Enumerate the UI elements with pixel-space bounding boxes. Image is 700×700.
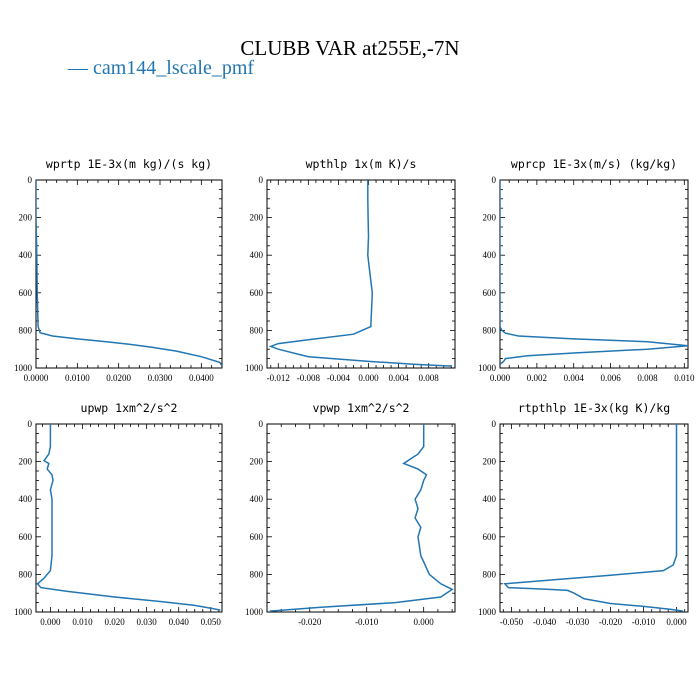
y-tick-label: 800 bbox=[483, 325, 497, 335]
panel-title: wprcp 1E-3x(m/s) (kg/kg) bbox=[511, 157, 677, 171]
x-tick-label: -0.030 bbox=[566, 617, 590, 627]
panel-5: vpwp 1xm^2/s^2 0 200 400 600 800 1000 -0.020 -0.… bbox=[245, 401, 456, 627]
x-tick-label: 0.020 bbox=[104, 617, 125, 627]
panel-4: upwp 1xm^2/s^2 0 200 400 600 800 1000 0.000 0.01… bbox=[14, 401, 223, 627]
legend-entry: — cam144_lscale_pmf bbox=[68, 57, 254, 80]
x-tick-label: -0.004 bbox=[327, 373, 351, 383]
y-tick-label: 200 bbox=[19, 213, 33, 223]
y-tick-label: 400 bbox=[483, 494, 497, 504]
x-tick-label: -0.050 bbox=[500, 617, 524, 627]
x-tick-label: 0.006 bbox=[600, 373, 621, 383]
y-tick-label: 600 bbox=[483, 532, 497, 542]
x-tick-label: 0.0400 bbox=[189, 373, 214, 383]
y-tick-label: 600 bbox=[250, 532, 264, 542]
plot-frame bbox=[266, 179, 456, 369]
panel-title: vpwp 1xm^2/s^2 bbox=[313, 401, 410, 415]
panel-1: wprtp 1E-3x(m kg)/(s kg) 0 200 400 600 800 100… bbox=[14, 157, 223, 383]
x-tick-label: 0.000 bbox=[414, 617, 435, 627]
legend-label: cam144_lscale_pmf bbox=[93, 57, 255, 79]
plot-frame bbox=[35, 179, 223, 369]
y-tick-label: 400 bbox=[19, 250, 33, 260]
y-tick-label: 200 bbox=[250, 213, 264, 223]
y-tick-label: 600 bbox=[19, 532, 33, 542]
panel-6: rtpthlp 1E-3x(kg K)/kg02004006008001000-… bbox=[478, 401, 689, 627]
x-tick-label: 0.0100 bbox=[65, 373, 90, 383]
y-tick-label: 0 bbox=[492, 419, 497, 429]
x-tick-label: 0.008 bbox=[419, 373, 440, 383]
series-line bbox=[503, 424, 684, 612]
x-tick-label: 0.040 bbox=[169, 617, 190, 627]
x-tick-label: -0.020 bbox=[599, 617, 623, 627]
y-tick-label: 600 bbox=[250, 288, 264, 298]
x-tick-label: 0.000 bbox=[358, 373, 379, 383]
x-tick-label: 0.002 bbox=[527, 373, 547, 383]
x-tick-label: -0.010 bbox=[355, 617, 379, 627]
series-line bbox=[269, 424, 454, 612]
y-tick-label: 800 bbox=[19, 325, 33, 335]
y-tick-label: 1000 bbox=[245, 607, 264, 617]
series-line bbox=[500, 180, 688, 365]
y-tick-label: 200 bbox=[483, 457, 497, 467]
x-tick-label: 0.010 bbox=[72, 617, 93, 627]
x-tick-label: 0.000 bbox=[40, 617, 61, 627]
x-tick-label: 0.008 bbox=[637, 373, 658, 383]
y-tick-label: 200 bbox=[19, 457, 33, 467]
panel-2: wpthlp 1x(m K)/s02004006008001000-0.012-… bbox=[245, 157, 456, 383]
plot-frame bbox=[499, 423, 689, 613]
y-tick-label: 400 bbox=[250, 250, 264, 260]
y-tick-label: 0 bbox=[259, 419, 264, 429]
y-tick-label: 0 bbox=[492, 175, 497, 185]
y-tick-label: 400 bbox=[19, 494, 33, 504]
y-tick-label: 800 bbox=[250, 325, 264, 335]
x-tick-label: 0.000 bbox=[490, 373, 511, 383]
x-tick-label: 0.030 bbox=[137, 617, 158, 627]
y-tick-label: 600 bbox=[483, 288, 497, 298]
panel-3: wprcp 1E-3x(m/s) (kg/kg) 0 200 400 600 800 100… bbox=[478, 157, 695, 383]
plot-frame bbox=[35, 423, 223, 613]
panel-title: wpthlp 1x(m K)/s bbox=[306, 157, 417, 171]
series-line bbox=[268, 180, 452, 367]
y-tick-label: 800 bbox=[19, 569, 33, 579]
y-tick-label: 400 bbox=[250, 494, 264, 504]
x-tick-label: -0.012 bbox=[267, 373, 290, 383]
x-tick-label: 0.0200 bbox=[106, 373, 131, 383]
y-tick-label: 200 bbox=[250, 457, 264, 467]
series-line bbox=[36, 180, 222, 367]
y-tick-label: 1000 bbox=[478, 607, 497, 617]
y-tick-label: 800 bbox=[250, 569, 264, 579]
x-tick-label: 0.0000 bbox=[24, 373, 49, 383]
y-tick-label: 0 bbox=[28, 419, 33, 429]
y-tick-label: 0 bbox=[259, 175, 264, 185]
y-tick-label: 400 bbox=[483, 250, 497, 260]
x-tick-label: 0.000 bbox=[666, 617, 687, 627]
y-tick-label: 800 bbox=[483, 569, 497, 579]
x-tick-label: 0.004 bbox=[388, 373, 409, 383]
panel-title: wprtp 1E-3x(m kg)/(s kg) bbox=[46, 157, 212, 171]
y-tick-label: 200 bbox=[483, 213, 497, 223]
series-line bbox=[36, 424, 221, 611]
plot-frame bbox=[266, 423, 456, 613]
y-tick-label: 1000 bbox=[14, 363, 33, 373]
x-tick-label: -0.040 bbox=[533, 617, 557, 627]
y-tick-label: 1000 bbox=[245, 363, 264, 373]
y-tick-label: 600 bbox=[19, 288, 33, 298]
x-tick-label: 0.004 bbox=[564, 373, 585, 383]
x-tick-label: -0.020 bbox=[298, 617, 322, 627]
x-tick-label: -0.010 bbox=[632, 617, 656, 627]
x-tick-label: 0.050 bbox=[201, 617, 222, 627]
panel-title: rtpthlp 1E-3x(kg K)/kg bbox=[518, 401, 670, 415]
y-tick-label: 0 bbox=[28, 175, 33, 185]
x-tick-label: 0.0300 bbox=[148, 373, 173, 383]
figure-title: CLUBB VAR at255E,-7N bbox=[240, 36, 460, 60]
x-tick-label: -0.008 bbox=[297, 373, 321, 383]
x-tick-label: 0.010 bbox=[674, 373, 695, 383]
y-tick-label: 1000 bbox=[14, 607, 33, 617]
y-tick-label: 1000 bbox=[478, 363, 497, 373]
legend-line-icon: — bbox=[68, 57, 88, 79]
panel-title: upwp 1xm^2/s^2 bbox=[81, 401, 178, 415]
